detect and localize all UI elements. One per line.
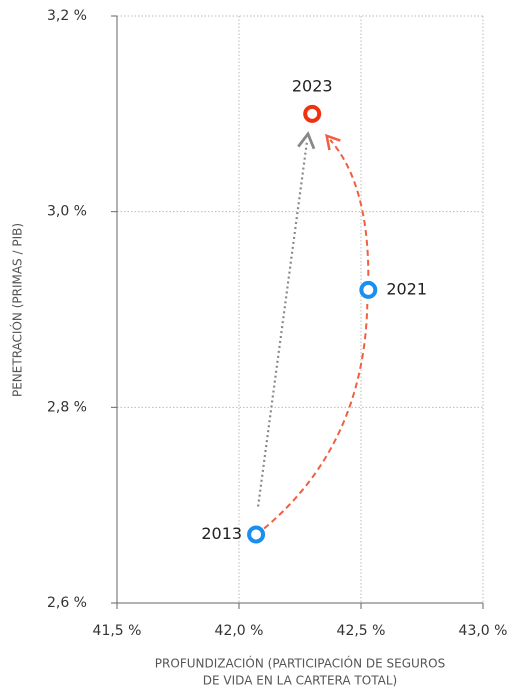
point: [303, 104, 322, 123]
trend-arrow: [325, 133, 370, 276]
x-axis-label: DE VIDA EN LA CARTERA TOTAL): [203, 674, 397, 688]
x-tick-label: 43,0 %: [459, 623, 508, 639]
y-tick-label: 3,0 %: [47, 204, 87, 220]
trend-arrow: [263, 303, 369, 530]
x-axis-label: PROFUNDIZACIÓN (PARTICIPACIÓN DE SEGUROS: [155, 656, 445, 671]
y-tick-label: 2,6 %: [47, 595, 87, 611]
x-tick-label: 42,0 %: [215, 623, 264, 639]
point-label: 2021: [386, 279, 427, 298]
x-tick-label: 41,5 %: [93, 623, 142, 639]
point-label: 2013: [201, 524, 242, 543]
y-axis-label: PENETRACIÓN (PRIMAS / PIB): [10, 223, 25, 397]
trend-arrow: [256, 131, 316, 507]
point-label: 2023: [292, 76, 333, 95]
y-tick-label: 3,2 %: [47, 8, 87, 24]
point: [359, 280, 378, 299]
point: [247, 525, 266, 544]
x-tick-label: 42,5 %: [337, 623, 386, 639]
y-tick-label: 2,8 %: [47, 399, 87, 415]
